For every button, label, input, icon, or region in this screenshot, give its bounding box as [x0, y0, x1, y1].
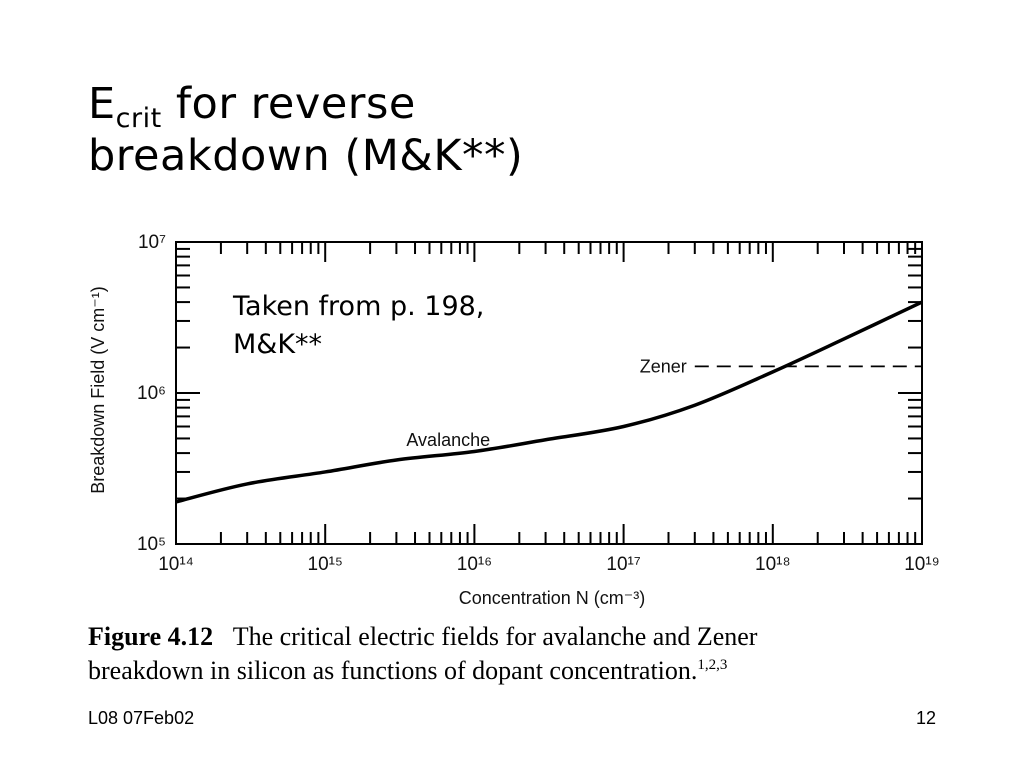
x-tick-label: 10¹⁶ — [457, 554, 492, 575]
source-note: Taken from p. 198, M&K** — [233, 288, 484, 364]
x-tick-label: 10¹⁷ — [606, 554, 640, 575]
y-tick-label: 10⁶ — [137, 383, 166, 404]
footer-left: L08 07Feb02 — [88, 708, 195, 728]
title-line2: breakdown (M&K**) — [88, 131, 524, 181]
series-layer — [175, 300, 923, 504]
tick-labels: 10¹⁴ 10¹⁵ 10¹⁶ 10¹⁷ 10¹⁸ 10¹⁹ 10⁵ 10⁶ 10⁷ — [137, 232, 940, 575]
y-tick-label: 10⁵ — [137, 534, 166, 555]
title-subscript: crit — [115, 103, 162, 134]
x-tick-label: 10¹⁴ — [158, 554, 194, 575]
caption-line1: The critical electric fields for avalanc… — [232, 622, 758, 651]
x-tick-label: 10¹⁹ — [904, 554, 940, 575]
source-note-line2: M&K** — [233, 329, 323, 360]
slide-number: 12 — [915, 708, 936, 728]
title-main: E — [88, 79, 116, 129]
caption-line2: breakdown in silicon as functions of dop… — [88, 656, 698, 685]
figure-label: Figure 4.12 — [88, 622, 214, 651]
x-tick-label: 10¹⁵ — [308, 554, 343, 575]
x-tick-label: 10¹⁸ — [755, 554, 790, 575]
y-axis-label: Breakdown Field (V cm⁻¹) — [88, 286, 108, 494]
avalanche-series-line — [175, 300, 923, 504]
zener-series-label: Zener — [640, 356, 687, 376]
y-tick-label: 10⁷ — [138, 232, 166, 253]
tick-marks — [175, 241, 923, 545]
x-axis-label: Concentration N (cm⁻³) — [459, 588, 646, 608]
avalanche-series-label: Avalanche — [406, 430, 490, 450]
caption-refs: 1,2,3 — [697, 657, 728, 673]
figure-caption: Figure 4.12 The critical electric fields… — [88, 620, 888, 688]
title-rest: for reverse — [161, 79, 416, 129]
series-labels: Avalanche Zener — [406, 356, 686, 450]
slide-title: Ecrit for reverse breakdown (M&K**) — [88, 78, 523, 182]
source-note-line1: Taken from p. 198, — [233, 291, 485, 322]
